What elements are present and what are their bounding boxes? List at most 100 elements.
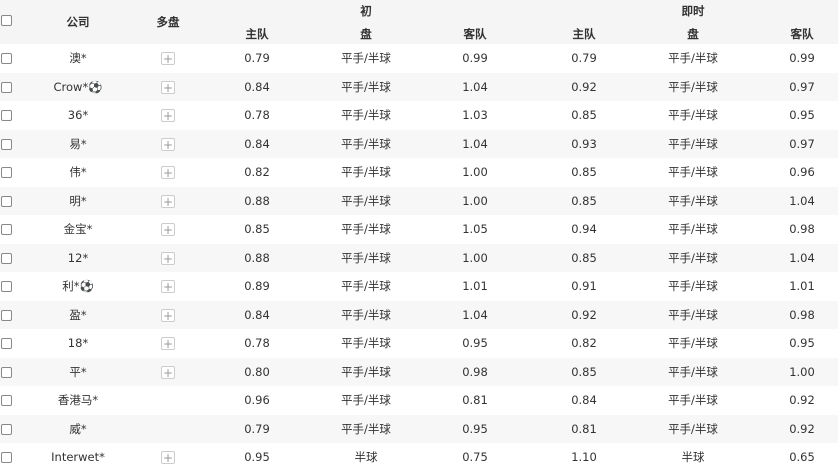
cell-l-line: 半球	[681, 450, 705, 464]
expand-plus-icon[interactable]: +	[161, 137, 175, 152]
table-row: + 伟* 0.82 平手/半球 1.00 0.85 平手/半球 0.96	[0, 158, 838, 187]
header-live: 即时	[681, 4, 705, 18]
cell-l-away: 0.95	[789, 336, 815, 350]
cell-l-away: 0.92	[789, 393, 815, 407]
cell-i-home: 0.80	[244, 364, 270, 379]
expand-plus-icon[interactable]: +	[161, 337, 175, 351]
table-row: + 平* 0.80 平手/半球 0.98 0.85 平手/半球 1.00	[0, 357, 838, 386]
cell-l-line: 平手/半球	[668, 279, 718, 293]
table-row: + 金宝* 0.85 平手/半球 1.05 0.94 平手/半球 0.98	[0, 215, 838, 244]
row-checkbox[interactable]	[1, 309, 12, 321]
cell-i-home: 0.89	[244, 279, 270, 293]
header-live-line: 盘	[687, 27, 699, 41]
header-live-away: 客队	[790, 27, 814, 41]
row-checkbox[interactable]	[1, 224, 12, 235]
row-checkbox[interactable]	[1, 366, 12, 378]
cell-company: 明*	[69, 193, 87, 208]
cell-i-home: 0.84	[244, 79, 270, 94]
row-checkbox[interactable]	[1, 338, 12, 349]
cell-i-away: 1.04	[462, 136, 488, 151]
cell-i-away: 1.04	[462, 307, 488, 322]
cell-i-line: 平手/半球	[341, 79, 391, 94]
cell-l-away: 1.04	[789, 250, 815, 265]
row-checkbox[interactable]	[1, 167, 12, 178]
cell-i-line: 平手/半球	[341, 421, 391, 436]
cell-company: 36*	[67, 108, 89, 122]
cell-l-home: 0.85	[571, 250, 597, 265]
cell-l-home: 0.85	[571, 108, 597, 122]
table-header: 公司 多盘 初 即时 主队 盘 客队 主队 盘 客队	[0, 0, 838, 44]
expand-plus-icon[interactable]: +	[161, 52, 175, 66]
row-checkbox[interactable]	[1, 81, 12, 93]
row-checkbox[interactable]	[1, 281, 12, 292]
expand-plus-icon[interactable]: +	[161, 280, 175, 294]
cell-i-away: 1.01	[462, 279, 488, 293]
cell-i-home: 0.95	[244, 450, 270, 464]
cell-l-line: 平手/半球	[668, 165, 718, 179]
row-checkbox[interactable]	[1, 53, 12, 64]
expand-plus-icon[interactable]: +	[161, 80, 175, 95]
cell-l-home: 1.10	[571, 450, 597, 464]
expand-plus-icon[interactable]: +	[161, 166, 175, 180]
expand-plus-icon[interactable]: +	[161, 109, 175, 123]
cell-i-line: 半球	[354, 450, 378, 464]
cell-i-away: 0.75	[462, 450, 488, 464]
cell-l-line: 平手/半球	[668, 307, 718, 322]
cell-l-home: 0.92	[571, 307, 597, 322]
cell-company: Interwet*	[51, 450, 105, 464]
cell-i-home: 0.88	[244, 250, 270, 265]
row-checkbox[interactable]	[1, 195, 12, 207]
cell-i-away: 1.04	[462, 79, 488, 94]
cell-l-line: 平手/半球	[668, 79, 718, 94]
header-company: 公司	[66, 15, 90, 29]
expand-plus-icon[interactable]: +	[161, 451, 175, 465]
cell-i-away: 0.81	[462, 393, 488, 407]
expand-plus-icon[interactable]: +	[161, 194, 175, 209]
cell-company: 12*	[67, 250, 89, 265]
cell-l-line: 平手/半球	[668, 222, 718, 236]
cell-l-away: 0.99	[789, 51, 815, 65]
cell-i-home: 0.84	[244, 136, 270, 151]
cell-company: Crow*⚽	[53, 79, 103, 94]
select-all-checkbox[interactable]	[1, 15, 12, 26]
cell-l-home: 0.85	[571, 165, 597, 179]
cell-i-line: 平手/半球	[341, 222, 391, 236]
cell-i-line: 平手/半球	[341, 51, 391, 65]
cell-company: 利*⚽	[62, 279, 94, 293]
header-initial-away: 客队	[463, 27, 487, 41]
cell-l-home: 0.94	[571, 222, 597, 236]
cell-company: 澳*	[69, 51, 87, 65]
cell-i-home: 0.78	[244, 336, 270, 350]
header-initial: 初	[360, 4, 372, 18]
cell-l-line: 平手/半球	[668, 250, 718, 265]
cell-l-line: 平手/半球	[668, 108, 718, 122]
row-checkbox[interactable]	[1, 452, 12, 463]
row-checkbox[interactable]	[1, 110, 12, 121]
cell-l-line: 平手/半球	[668, 193, 718, 208]
table-row: + 易* 0.84 平手/半球 1.04 0.93 平手/半球 0.97	[0, 129, 838, 158]
cell-i-away: 1.00	[462, 165, 488, 179]
cell-i-line: 平手/半球	[341, 336, 391, 350]
cell-l-home: 0.85	[571, 364, 597, 379]
expand-plus-icon[interactable]: +	[161, 251, 175, 266]
cell-i-away: 1.05	[462, 222, 488, 236]
cell-company: 金宝*	[63, 222, 93, 236]
cell-i-home: 0.79	[244, 51, 270, 65]
cell-l-line: 平手/半球	[668, 51, 718, 65]
row-checkbox[interactable]	[1, 395, 12, 406]
cell-company: 香港马*	[57, 393, 99, 407]
table-row: +36* 0.78 平手/半球 1.03 0.85 平手/半球 0.95	[0, 101, 838, 130]
cell-i-line: 平手/半球	[341, 279, 391, 293]
row-checkbox[interactable]	[1, 252, 12, 264]
cell-company: 盈*	[69, 307, 87, 322]
cell-l-home: 0.82	[571, 336, 597, 350]
cell-i-home: 0.82	[244, 165, 270, 179]
cell-i-home: 0.85	[244, 222, 270, 236]
expand-plus-icon[interactable]: +	[161, 365, 175, 380]
row-checkbox[interactable]	[1, 423, 12, 435]
row-checkbox[interactable]	[1, 138, 12, 150]
expand-plus-icon[interactable]: +	[161, 223, 175, 237]
table-row: + 明* 0.88 平手/半球 1.00 0.85 平手/半球 1.04	[0, 186, 838, 215]
expand-plus-icon[interactable]: +	[161, 308, 175, 323]
cell-l-away: 1.00	[789, 364, 815, 379]
